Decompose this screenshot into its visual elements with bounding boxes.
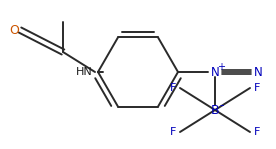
Text: HN: HN bbox=[76, 67, 93, 77]
Text: F: F bbox=[254, 127, 260, 137]
Text: +: + bbox=[217, 62, 225, 72]
Text: F: F bbox=[170, 83, 176, 93]
Text: N: N bbox=[254, 66, 262, 79]
Text: N: N bbox=[211, 66, 219, 79]
Text: F: F bbox=[170, 127, 176, 137]
Text: -: - bbox=[220, 100, 224, 112]
Text: F: F bbox=[254, 83, 260, 93]
Text: O: O bbox=[9, 24, 19, 37]
Text: B: B bbox=[211, 104, 219, 117]
